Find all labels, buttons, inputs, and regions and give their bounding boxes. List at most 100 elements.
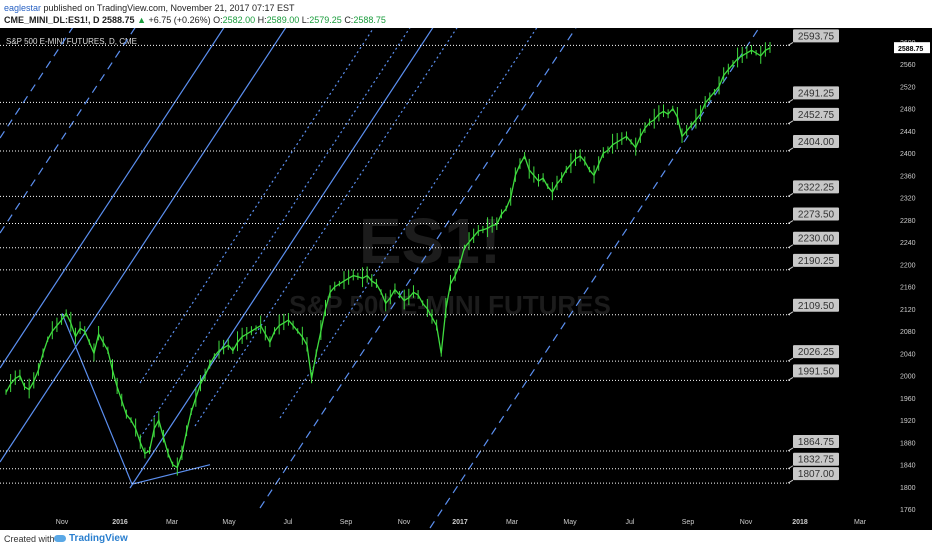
y-tick-label: 2040 <box>900 351 916 358</box>
x-tick-label: 2016 <box>112 519 128 526</box>
y-tick-label: 1880 <box>900 440 916 447</box>
level-label-pointer <box>787 220 794 224</box>
y-tick-label: 2240 <box>900 240 916 247</box>
low-label: L: <box>301 15 310 25</box>
level-label-pointer <box>787 357 794 362</box>
high-label: H: <box>257 15 267 25</box>
tradingview-logo[interactable]: TradingView <box>54 533 128 544</box>
x-tick-label: Mar <box>506 519 519 526</box>
published-text: published on TradingView.com, November 2… <box>43 3 295 13</box>
y-tick-label: 2200 <box>900 262 916 269</box>
header: eaglestar published on TradingView.com, … <box>0 0 932 28</box>
level-label: 2404.00 <box>798 137 835 148</box>
level-label-pointer <box>787 465 794 470</box>
level-label-box <box>793 29 839 43</box>
level-label-pointer <box>787 120 794 125</box>
y-tick-label: 1760 <box>900 507 916 514</box>
x-tick-label: May <box>563 519 577 526</box>
y-tick-label: 1920 <box>900 418 916 425</box>
level-label-box <box>793 298 839 312</box>
level-label-pointer <box>787 266 794 271</box>
up-arrow-icon: ▲ <box>137 15 147 25</box>
level-label: 2593.75 <box>798 31 835 42</box>
channel-upper-outer <box>0 28 225 369</box>
level-label-pointer <box>787 98 794 103</box>
y-tick-label: 1840 <box>900 463 916 470</box>
level-label-box <box>793 345 839 359</box>
price-change: +6.75 (+0.26%) <box>148 15 211 25</box>
pitchfork-handle-a <box>61 313 133 485</box>
level-label: 1991.50 <box>798 366 835 377</box>
last-price-label: 2588.75 <box>898 46 923 53</box>
channel-dotted-3 <box>279 28 538 419</box>
level-label: 2322.25 <box>798 182 835 193</box>
y-tick-label: 1960 <box>900 396 916 403</box>
level-label-pointer <box>787 479 794 484</box>
level-label-box <box>793 467 839 481</box>
watermark: ES1! <box>359 205 501 277</box>
level-label-box <box>793 207 839 221</box>
level-label: 1864.75 <box>798 437 835 448</box>
symbol: CME_MINI_DL:ES1!, D <box>4 15 100 25</box>
y-tick-label: 2280 <box>900 218 916 225</box>
y-tick-label: 2120 <box>900 307 916 314</box>
channel-lower-outer <box>0 28 287 463</box>
level-label: 2491.25 <box>798 88 835 99</box>
x-tick-label: 2018 <box>792 519 808 526</box>
y-tick-label: 2480 <box>900 107 916 114</box>
level-label: 2026.25 <box>798 347 835 358</box>
footer: Created with TradingView <box>0 530 932 550</box>
level-label-box <box>793 452 839 466</box>
x-tick-label: May <box>222 519 236 526</box>
chart-area[interactable]: ES1! S&P 500 E-MINI FUTURES S&P 500 E-MINI… <box>0 28 932 530</box>
channel-dotted-1 <box>139 28 411 439</box>
y-tick-label: 2160 <box>900 285 916 292</box>
x-tick-label: Mar <box>166 519 179 526</box>
open-label: O: <box>213 15 223 25</box>
level-label-box <box>793 134 839 148</box>
x-tick-label: Nov <box>56 519 69 526</box>
y-tick-label: 2400 <box>900 151 916 158</box>
price-series-line <box>5 47 771 469</box>
level-label-pointer <box>787 311 794 316</box>
level-label: 2109.50 <box>798 301 835 312</box>
level-label: 2273.50 <box>798 210 835 221</box>
symbol-line: CME_MINI_DL:ES1!, D 2588.75 ▲ +6.75 (+0.… <box>4 15 386 26</box>
x-tick-label: Nov <box>740 519 753 526</box>
level-label: 2452.75 <box>798 110 835 121</box>
high-value: 2589.00 <box>266 15 300 25</box>
y-tick-label: 2080 <box>900 329 916 336</box>
level-label: 2230.00 <box>798 234 835 245</box>
x-tick-label: Mar <box>854 519 867 526</box>
x-tick-label: Sep <box>340 519 353 526</box>
level-label: 2190.25 <box>798 256 835 267</box>
level-label-box <box>793 231 839 245</box>
y-tick-label: 2320 <box>900 196 916 203</box>
close-label: C: <box>344 15 354 25</box>
chart-background <box>0 28 932 530</box>
watermark-subtitle: S&P 500 E-MINI FUTURES <box>289 290 611 320</box>
x-tick-label: Jul <box>626 519 635 526</box>
x-tick-label: Jul <box>284 519 293 526</box>
y-tick-label: 2360 <box>900 173 916 180</box>
created-with-text: Created with <box>4 534 55 544</box>
level-label-box <box>793 107 839 121</box>
y-tick-label: 2440 <box>900 129 916 136</box>
low-value: 2579.25 <box>309 15 342 25</box>
publish-line: eaglestar published on TradingView.com, … <box>4 3 295 14</box>
chart-title: S&P 500 E-MINI FUTURES, D, CME <box>6 37 137 46</box>
last-price: 2588.75 <box>102 15 135 25</box>
level-label-pointer <box>787 147 794 152</box>
y-tick-label: 2520 <box>900 84 916 91</box>
level-label-pointer <box>787 447 794 452</box>
level-label-pointer <box>787 377 794 381</box>
author-link[interactable]: eaglestar <box>4 3 42 13</box>
price-chart[interactable]: ES1! S&P 500 E-MINI FUTURES S&P 500 E-MINI… <box>0 28 932 530</box>
close-value: 2588.75 <box>353 15 386 25</box>
open-value: 2582.00 <box>222 15 256 25</box>
pitchfork-handle-b <box>131 464 211 485</box>
x-tick-label: Sep <box>682 519 695 526</box>
level-label-pointer <box>787 41 794 46</box>
x-tick-label: Nov <box>398 519 411 526</box>
y-tick-label: 2560 <box>900 62 916 69</box>
